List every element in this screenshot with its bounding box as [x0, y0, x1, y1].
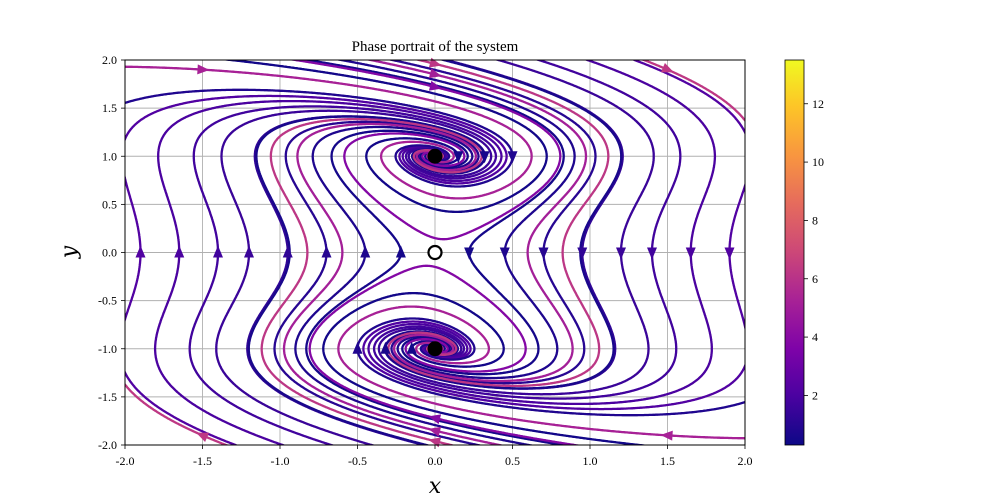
colorbar-tick-label: 6	[812, 272, 818, 286]
saddle-point-marker	[427, 244, 443, 261]
flow-arrow	[282, 245, 293, 258]
x-tick-label: 2.0	[738, 454, 753, 468]
x-axis-label: x	[429, 474, 442, 499]
colorbar-ticks: 2 4 6 8 10 12	[804, 97, 824, 402]
streamline	[125, 382, 230, 445]
colorbar-tick-label: 12	[812, 97, 824, 111]
flow-arrow	[647, 247, 657, 260]
flow-arrow	[453, 151, 464, 164]
flow-arrow	[428, 426, 442, 437]
flow-arrow	[685, 247, 696, 260]
stable-point-marker	[427, 148, 443, 164]
flow-arrow	[395, 245, 406, 258]
flow-arrow	[660, 63, 674, 73]
flow-arrow	[577, 247, 588, 260]
x-tick-label: 1.5	[660, 454, 675, 468]
streamline	[247, 115, 486, 445]
flow-arrow	[660, 430, 673, 441]
flow-arrow	[428, 80, 442, 91]
flow-arrow	[616, 247, 626, 260]
flow-arrow	[244, 245, 254, 258]
y-tick-label: 0.0	[102, 246, 117, 260]
colorbar	[784, 59, 805, 446]
streamline	[387, 60, 610, 388]
streamline	[322, 291, 650, 445]
flow-arrow	[360, 245, 371, 258]
flow-arrow	[197, 64, 210, 75]
streamline	[188, 105, 498, 445]
flow-arrow	[724, 247, 735, 260]
x-tick-label: 0.0	[428, 454, 443, 468]
streamline	[365, 60, 588, 383]
y-tick-label: 1.0	[102, 149, 117, 163]
streamline	[125, 94, 508, 445]
streamline	[308, 264, 583, 445]
equilibrium-points	[427, 148, 443, 357]
x-tick-label: 0.5	[505, 454, 520, 468]
streamline	[282, 122, 505, 445]
colorbar-tick-label: 10	[812, 155, 824, 169]
streamline	[125, 65, 533, 200]
colorbar-tick-label: 2	[812, 388, 818, 402]
flow-arrow	[464, 247, 475, 260]
y-axis-label: y	[57, 245, 82, 259]
flow-arrow	[406, 341, 417, 354]
colorbar-tick-label: 8	[812, 213, 818, 227]
streamline	[640, 60, 745, 123]
y-tick-label: -1.5	[98, 390, 117, 404]
streamline	[220, 60, 548, 214]
streamline	[125, 88, 514, 188]
y-axis-ticks: -2.0 -1.5 -1.0 -0.5 0.0 0.5 1.0 1.5 2.0	[98, 53, 125, 452]
flow-arrow	[196, 432, 210, 442]
y-tick-label: -1.0	[98, 342, 117, 356]
streamlines	[125, 60, 745, 445]
x-axis-ticks: -2.0 -1.5 -1.0 -0.5 0.0 0.5 1.0 1.5 2.0	[116, 445, 753, 468]
streamline	[377, 60, 655, 396]
streamline	[362, 60, 745, 411]
x-tick-label: -2.0	[116, 454, 135, 468]
flow-arrow	[213, 245, 223, 258]
x-tick-label: -0.5	[348, 454, 367, 468]
streamline	[384, 60, 623, 390]
streamline	[356, 317, 745, 417]
streamline	[367, 60, 717, 406]
x-tick-label: -1.5	[193, 454, 212, 468]
flow-arrow	[428, 68, 442, 79]
chart-title: Phase portrait of the system	[352, 39, 519, 55]
streamline	[153, 99, 503, 445]
y-tick-label: -2.0	[98, 438, 117, 452]
streamline	[387, 60, 597, 385]
flow-arrow	[380, 341, 391, 354]
flow-arrow	[321, 245, 332, 258]
y-tick-label: 1.5	[102, 101, 117, 115]
x-tick-label: 1.0	[583, 454, 598, 468]
colorbar-tick-label: 4	[812, 330, 818, 344]
streamline	[215, 109, 493, 445]
x-tick-label: -1.0	[271, 454, 290, 468]
flow-arrow	[538, 247, 549, 260]
flow-arrow	[507, 151, 518, 164]
streamline	[337, 305, 745, 440]
streamline	[372, 60, 682, 400]
flow-arrow	[428, 414, 442, 425]
streamline	[287, 60, 562, 241]
flow-arrow	[135, 245, 146, 258]
streamline-arrows	[135, 57, 735, 448]
streamline	[273, 120, 483, 445]
y-tick-label: -0.5	[98, 294, 117, 308]
flow-arrow	[352, 341, 363, 354]
flow-arrow	[174, 245, 185, 258]
y-tick-label: 0.5	[102, 197, 117, 211]
streamline	[260, 117, 483, 445]
flow-arrow	[479, 151, 490, 164]
flow-arrow	[499, 247, 510, 260]
stable-point-marker	[427, 341, 443, 357]
y-tick-label: 2.0	[102, 53, 117, 67]
